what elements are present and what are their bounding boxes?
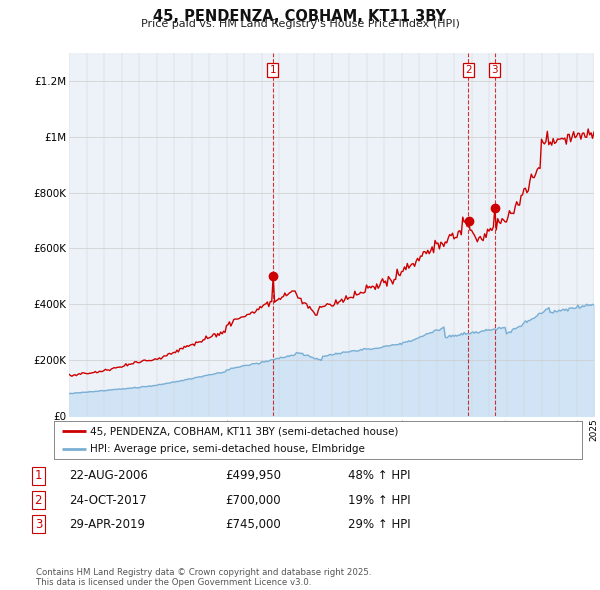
Text: 2: 2 <box>35 493 42 507</box>
Text: 45, PENDENZA, COBHAM, KT11 3BY (semi-detached house): 45, PENDENZA, COBHAM, KT11 3BY (semi-det… <box>90 426 398 436</box>
Text: £700,000: £700,000 <box>226 493 281 507</box>
Text: Price paid vs. HM Land Registry's House Price Index (HPI): Price paid vs. HM Land Registry's House … <box>140 19 460 30</box>
Text: 22-AUG-2006: 22-AUG-2006 <box>69 469 148 482</box>
Text: 29% ↑ HPI: 29% ↑ HPI <box>348 518 410 531</box>
Text: 3: 3 <box>35 518 42 531</box>
Text: 19% ↑ HPI: 19% ↑ HPI <box>348 493 410 507</box>
Text: 1: 1 <box>269 65 276 75</box>
Text: 29-APR-2019: 29-APR-2019 <box>69 518 145 531</box>
Text: HPI: Average price, semi-detached house, Elmbridge: HPI: Average price, semi-detached house,… <box>90 444 365 454</box>
Text: Contains HM Land Registry data © Crown copyright and database right 2025.
This d: Contains HM Land Registry data © Crown c… <box>36 568 371 587</box>
Text: £745,000: £745,000 <box>226 518 281 531</box>
Text: 24-OCT-2017: 24-OCT-2017 <box>69 493 146 507</box>
Text: 45, PENDENZA, COBHAM, KT11 3BY: 45, PENDENZA, COBHAM, KT11 3BY <box>154 9 446 24</box>
Text: 48% ↑ HPI: 48% ↑ HPI <box>348 469 410 482</box>
Text: 2: 2 <box>465 65 472 75</box>
Text: 1: 1 <box>35 469 42 482</box>
Text: 3: 3 <box>491 65 498 75</box>
Text: £499,950: £499,950 <box>226 469 281 482</box>
